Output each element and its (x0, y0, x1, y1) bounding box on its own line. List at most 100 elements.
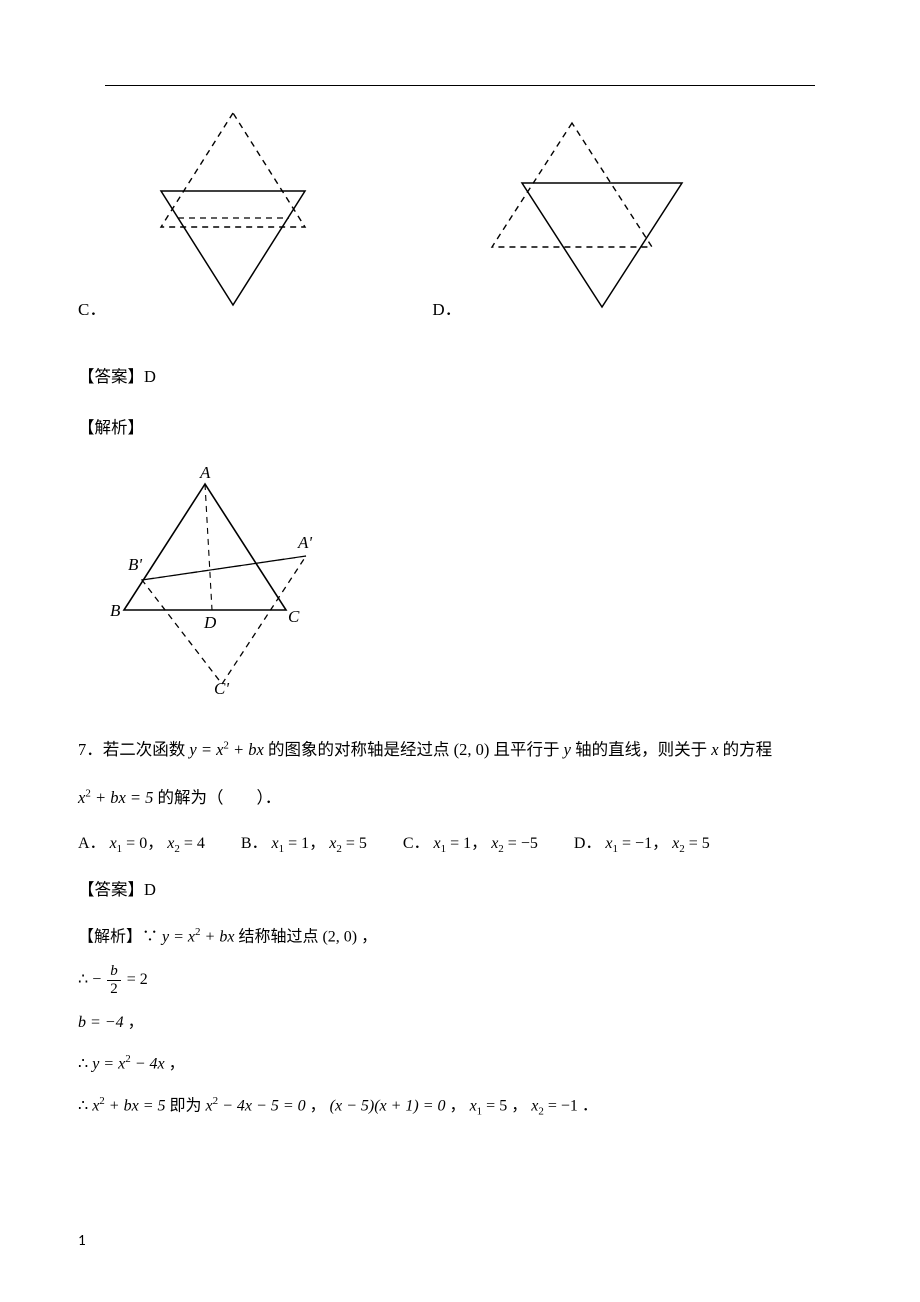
q7-mid1: 的图象的对称轴是经过点 (264, 740, 454, 759)
q7-yvar: y (564, 740, 571, 759)
opt-d-v1: = −1 (618, 835, 652, 852)
q7-options: A． x1 = 0， x2 = 4 B． x1 = 1， x2 = 5 C． x… (78, 829, 842, 855)
opt-d-x1: x (605, 835, 612, 852)
solution-step-1: 【解析】∵ y = x2 + bx 结称轴过点 (2, 0) ， (78, 922, 842, 953)
solution-label-text: 【解析】 (78, 418, 144, 437)
s5-e: (x − 5)(x + 1) = 0 (330, 1098, 446, 1115)
opt-a-lab: A． (78, 835, 106, 852)
q7-mid3: 轴的直线，则关于 (571, 740, 711, 759)
solution-label-1: 【解析】 (78, 411, 842, 444)
q7-point: (2, 0) (454, 740, 490, 759)
s1-txt: 结称轴过点 (234, 929, 322, 946)
option-c-figure (137, 105, 327, 320)
q7-l2b: + bx = 5 (91, 788, 154, 807)
options-row-cd: C． D． (78, 105, 842, 320)
s5-mid1: 即为 (166, 1098, 206, 1115)
q7-mid4: 的方程 (719, 740, 773, 759)
option-c-label: C． (78, 295, 106, 320)
opt-b-lab: B． (241, 835, 268, 852)
frac-den: 2 (107, 981, 121, 997)
sol2-label: 【解析】 (78, 929, 142, 946)
answer2-value: D (144, 880, 156, 899)
s5-sep2: ， (446, 1098, 470, 1115)
solution-step-2: ∴ − b2 = 2 (78, 964, 842, 997)
s5-c: x (206, 1098, 213, 1115)
label-Ap: A' (297, 533, 312, 552)
answer2-label: 【答案】 (78, 880, 144, 899)
label-A: A (199, 463, 211, 482)
opt-a-v2: = 4 (180, 835, 205, 852)
q7-xvar: x (711, 740, 718, 759)
option-d-label: D． (432, 295, 461, 320)
opt-c-sep: ， (471, 835, 487, 852)
question-7-line2: x2 + bx = 5 的解为（ ）． (78, 778, 842, 818)
q7-expr1a: y = x (189, 740, 223, 759)
option-d-figure (474, 115, 689, 320)
s1-a: y = x (162, 929, 195, 946)
s5-b: + bx = 5 (105, 1098, 166, 1115)
page-number: 1 (78, 1232, 86, 1250)
s5-sep3: ， (507, 1098, 531, 1115)
q7-prefix: 7．若二次函数 (78, 740, 189, 759)
answer-1: 【答案】D (78, 360, 842, 393)
solution-step-5: ∴ x2 + bx = 5 即为 x2 − 4x − 5 = 0 ， (x − … (78, 1091, 842, 1122)
neg-sign: − (92, 971, 105, 988)
label-Cp: C' (214, 679, 229, 697)
answer-value: D (144, 367, 156, 386)
opt-d-sep: ， (652, 835, 668, 852)
s1-b: + bx (201, 929, 235, 946)
s4-a: y = x (92, 1056, 125, 1073)
s5-gb: = −1 (544, 1098, 578, 1115)
question-7: 7．若二次函数 y = x2 + bx 的图象的对称轴是经过点 (2, 0) 且… (78, 730, 842, 770)
therefore-1: ∴ (78, 971, 92, 988)
s5-period: ． (578, 1098, 598, 1115)
label-D: D (203, 613, 217, 632)
option-A: A． x1 = 0， x2 = 4 (78, 829, 205, 855)
solution-figure: A B C D B' A' C' (100, 462, 842, 702)
solution-step-4: ∴ y = x2 − 4x ， (78, 1049, 842, 1080)
q7-l2suf: 的解为（ ）． (153, 788, 281, 807)
opt-c-v1: = 1 (446, 835, 471, 852)
therefore-2: ∴ (78, 1056, 92, 1073)
fraction-b-over-2: b2 (107, 964, 121, 997)
opt-d-v2: = 5 (685, 835, 710, 852)
s5-d: − 4x − 5 = 0 (218, 1098, 306, 1115)
s1-pt: (2, 0) (322, 929, 357, 946)
opt-b-x1: x (272, 835, 279, 852)
opt-c-x1: x (434, 835, 441, 852)
label-C: C (288, 607, 300, 626)
answer-label: 【答案】 (78, 367, 144, 386)
opt-a-v1: = 0 (122, 835, 147, 852)
label-B: B (110, 601, 121, 620)
opt-a-sep: ， (147, 835, 163, 852)
s3-end: ， (124, 1014, 144, 1031)
opt-b-sep: ， (309, 835, 325, 852)
label-Bp: B' (128, 555, 142, 574)
s4-b: − 4x (131, 1056, 165, 1073)
header-rule (105, 85, 815, 86)
s4-end: ， (165, 1056, 185, 1073)
opt-b-v2: = 5 (342, 835, 367, 852)
answer-2: 【答案】D (78, 873, 842, 906)
opt-d-lab: D． (574, 835, 602, 852)
opt-c-lab: C． (403, 835, 430, 852)
s5-sep1: ， (306, 1098, 330, 1115)
opt-a-x1: x (110, 835, 117, 852)
frac-num: b (107, 964, 121, 981)
solution-step-3: b = −4 ， (78, 1008, 842, 1038)
s3-eq: b = −4 (78, 1014, 124, 1031)
opt-b-v1: = 1 (284, 835, 309, 852)
s2-eq: = 2 (123, 971, 148, 988)
option-B: B． x1 = 1， x2 = 5 (241, 829, 367, 855)
page-content: C． D． 【答案】D 【解析】 (78, 105, 842, 1123)
option-D: D． x1 = −1， x2 = 5 (574, 829, 710, 855)
therefore-3: ∴ (78, 1098, 92, 1115)
option-C: C． x1 = 1， x2 = −5 (403, 829, 538, 855)
s5-fb: = 5 (482, 1098, 507, 1115)
opt-c-v2: = −5 (504, 835, 538, 852)
q7-mid2: 且平行于 (489, 740, 563, 759)
q7-expr1b: + bx (229, 740, 264, 759)
s5-fa: x (470, 1098, 477, 1115)
s1-end: ， (357, 929, 377, 946)
because-sym: ∵ (142, 929, 162, 946)
